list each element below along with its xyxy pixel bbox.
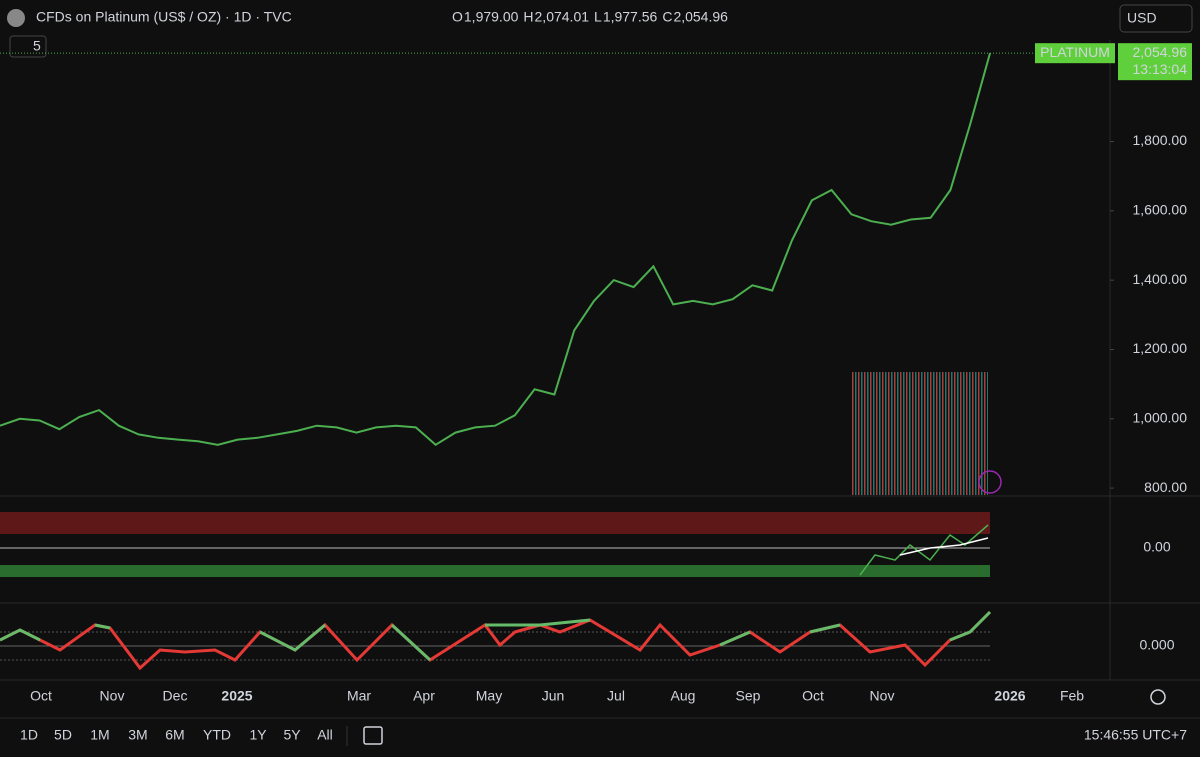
range-button[interactable]: 1D (20, 727, 38, 743)
symbol-logo (7, 9, 25, 27)
time-axis-label: 2025 (221, 688, 252, 704)
range-button[interactable]: 6M (165, 727, 184, 743)
time-axis-label: Nov (870, 688, 895, 704)
time-axis-label: Jun (542, 688, 565, 704)
y-tick-label: 1,800.00 (1133, 132, 1188, 148)
currency-button[interactable] (1119, 4, 1193, 33)
y-tick-label: 800.00 (1144, 479, 1187, 495)
time-axis-label: Oct (802, 688, 824, 704)
last-price-label: 2,054.96 (1133, 44, 1188, 60)
ohlc-value: 2,074.01 (535, 9, 590, 25)
time-axis-label: May (476, 688, 502, 704)
price-line (0, 52, 991, 447)
oscillator-line-up (0, 610, 992, 662)
range-button[interactable]: All (317, 727, 333, 743)
y-tick-label: 1,400.00 (1133, 271, 1188, 287)
range-button[interactable]: 3M (128, 727, 147, 743)
time-axis-label: Apr (413, 688, 435, 704)
indicator-toggle[interactable] (9, 35, 47, 58)
range-button[interactable]: 5D (54, 727, 72, 743)
countdown: 13:13:04 (1133, 61, 1188, 77)
volume-bars (852, 372, 988, 495)
time-axis-label: Feb (1060, 688, 1084, 704)
y-tick-label: 1,000.00 (1133, 409, 1188, 425)
ohlc-value: 1,977.56 (603, 9, 658, 25)
ohlc-key: C (662, 9, 672, 25)
range-button[interactable]: YTD (203, 727, 231, 743)
last-price-tag (1118, 43, 1192, 81)
range-button[interactable]: 5Y (283, 727, 301, 743)
overbought-band (0, 512, 990, 534)
oversold-band (0, 565, 990, 577)
clock: 15:46:55 UTC+7 (1084, 727, 1187, 743)
range-button[interactable]: 1M (90, 727, 109, 743)
ohlc-key: H (523, 9, 533, 25)
alert-button[interactable] (978, 470, 1002, 494)
time-axis-label: Mar (347, 688, 371, 704)
time-axis-label: Sep (736, 688, 761, 704)
settings-button[interactable] (1150, 689, 1166, 705)
time-axis-label: Dec (163, 688, 188, 704)
symbol-tag (1035, 43, 1115, 64)
time-axis-label: Nov (100, 688, 125, 704)
oscillator-zero-label: 0.000 (1139, 637, 1174, 653)
ohlc-value: 1,979.00 (464, 9, 519, 25)
y-tick-label: 1,600.00 (1133, 202, 1188, 218)
time-axis-label: Aug (671, 688, 696, 704)
time-axis-label: Oct (30, 688, 52, 704)
time-axis-label: 2026 (994, 688, 1025, 704)
signal-line (899, 537, 989, 556)
time-axis-label: Jul (607, 688, 625, 704)
chart-title: CFDs on Platinum (US$ / OZ) · 1D · TVC (36, 9, 292, 25)
ohlc-key: L (594, 9, 602, 25)
range-button[interactable]: 1Y (249, 727, 267, 743)
currency[interactable]: USD (1127, 10, 1157, 26)
ohlc-value: 2,054.96 (673, 9, 728, 25)
oscillator-zero-label: 0.00 (1143, 539, 1170, 555)
y-tick-label: 1,200.00 (1133, 340, 1188, 356)
symbol-label: PLATINUM (1040, 44, 1110, 60)
indicator-count: 5 (33, 38, 41, 54)
ohlc-key: O (452, 9, 463, 25)
oscillator-line (859, 524, 989, 576)
date-range-button[interactable] (363, 726, 383, 745)
